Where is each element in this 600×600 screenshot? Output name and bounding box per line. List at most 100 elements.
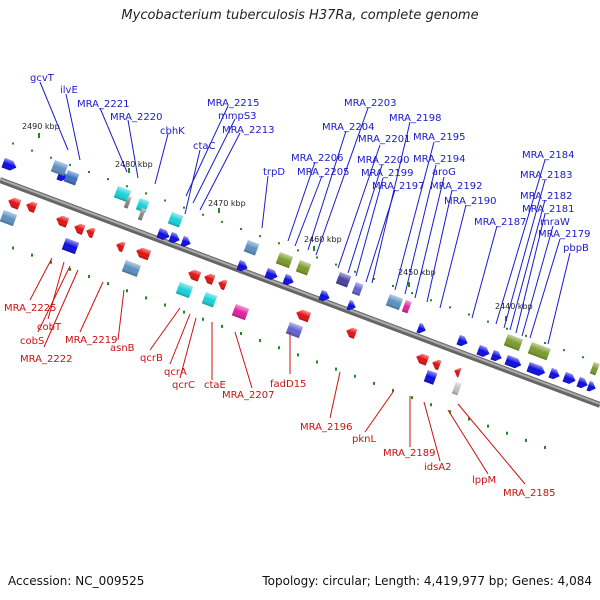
gene-arrow xyxy=(432,359,442,371)
gene-label-MRA_2185: MRA_2185 xyxy=(503,488,555,499)
ruler-tick xyxy=(525,334,527,337)
ruler-tick xyxy=(202,213,204,216)
ruler-tick xyxy=(145,296,147,300)
gene-arrow xyxy=(236,260,248,272)
ruler-label-2450: 2450 kbp xyxy=(398,268,436,277)
gene-arrow xyxy=(576,377,588,389)
ruler-tick xyxy=(50,260,52,264)
gene-label-MRA_2183: MRA_2183 xyxy=(520,170,572,181)
ruler-tick xyxy=(145,192,147,195)
gene-box xyxy=(121,260,141,277)
ruler-major-tick xyxy=(128,168,130,173)
ruler-tick xyxy=(164,199,166,202)
reverse-label-leaders xyxy=(29,257,526,485)
gene-label-MRA_2213: MRA_2213 xyxy=(222,125,274,136)
gene-label-MRA_2215: MRA_2215 xyxy=(207,98,259,109)
gene-arrow xyxy=(562,372,576,384)
ruler-tick xyxy=(50,156,52,159)
gene-label-cobS: cobS xyxy=(20,336,44,347)
gene-box xyxy=(231,304,250,321)
gene-box xyxy=(201,292,218,308)
gene-box xyxy=(503,334,523,351)
gene-label-MRA_2199: MRA_2199 xyxy=(361,168,413,179)
gene-label-MRA_2206: MRA_2206 xyxy=(291,153,343,164)
gene-box xyxy=(285,322,304,339)
ruler-tick xyxy=(88,171,90,173)
gene-label-MRA_2201: MRA_2201 xyxy=(358,134,410,145)
ruler-tick xyxy=(259,339,261,343)
accession-label: Accession: NC_009525 xyxy=(8,574,145,588)
ruler-tick xyxy=(487,424,489,428)
gene-box xyxy=(123,196,132,209)
ruler-tick xyxy=(107,178,109,181)
gene-arrow xyxy=(136,247,152,261)
ruler-label-2440: 2440 kbp xyxy=(495,302,533,311)
gene-arrow xyxy=(74,223,86,235)
ruler-major-tick xyxy=(38,133,40,138)
gene-label-qcrA: qcrA xyxy=(164,367,187,378)
gene-box xyxy=(295,260,312,276)
ruler-tick xyxy=(373,381,375,385)
gene-box xyxy=(63,170,80,186)
gene-box xyxy=(167,212,184,228)
ruler-tick xyxy=(544,446,546,449)
ruler-tick xyxy=(411,396,413,400)
ruler-tick xyxy=(69,267,71,271)
gene-arrow xyxy=(26,201,38,213)
gene-label-MRA_2182: MRA_2182 xyxy=(520,191,572,202)
ruler-tick xyxy=(107,282,109,286)
ruler-tick xyxy=(487,320,489,323)
gene-label-MRA_2190: MRA_2190 xyxy=(444,196,496,207)
gene-box xyxy=(135,198,150,213)
gene-label-mraW: mraW xyxy=(540,217,570,228)
gene-arrow xyxy=(218,279,228,291)
ruler-tick xyxy=(297,353,299,357)
gene-label-MRA_2189: MRA_2189 xyxy=(383,448,435,459)
ruler-ticks xyxy=(12,133,584,449)
ruler-tick xyxy=(411,292,413,295)
ruler-tick xyxy=(506,327,508,330)
gene-label-MRA_2221: MRA_2221 xyxy=(77,99,129,110)
gene-label-MRA_2225: MRA_2225 xyxy=(4,303,56,314)
gene-box xyxy=(50,160,69,177)
gene-box xyxy=(589,362,600,376)
ruler-tick xyxy=(316,256,318,259)
ruler-tick xyxy=(183,206,185,209)
ruler-tick xyxy=(392,285,394,287)
gene-label-MRA_2207: MRA_2207 xyxy=(222,390,274,401)
ruler-tick xyxy=(221,220,223,223)
ruler-tick xyxy=(31,149,33,152)
gene-arrow xyxy=(282,274,294,286)
gene-arrow xyxy=(548,368,560,380)
gene-label-trpD: trpD xyxy=(263,167,285,178)
gene-box xyxy=(137,208,146,221)
ruler-tick xyxy=(69,163,71,166)
gene-arrow xyxy=(526,362,546,376)
map-title: Mycobacterium tuberculosis H37Ra, comple… xyxy=(121,8,479,23)
gene-label-MRA_2179: MRA_2179 xyxy=(538,229,590,240)
gene-box xyxy=(275,252,294,269)
ruler-tick xyxy=(449,306,451,309)
ruler-major-tick xyxy=(218,208,220,213)
gene-arrow xyxy=(318,290,330,302)
gene-arrow xyxy=(8,197,22,210)
gene-label-cbhK: cbhK xyxy=(160,126,185,137)
ruler-tick xyxy=(202,317,204,321)
gene-arrow xyxy=(56,215,70,228)
ruler-tick xyxy=(278,242,280,245)
ruler-tick xyxy=(335,367,337,371)
gene-arrow xyxy=(168,232,180,244)
gene-label-qcrC: qcrC xyxy=(172,380,195,391)
ruler-tick xyxy=(316,360,318,364)
gene-label-asnB: asnB xyxy=(110,343,135,354)
ruler-tick xyxy=(297,249,299,252)
gene-label-MRA_2203: MRA_2203 xyxy=(344,98,396,109)
ruler-tick xyxy=(126,289,128,293)
gene-label-gcvT: gcvT xyxy=(30,73,55,84)
gene-arrow xyxy=(346,327,358,339)
gene-arrow xyxy=(296,309,312,323)
gene-box xyxy=(527,342,551,361)
gene-label-cobT: cobT xyxy=(37,322,62,333)
ruler-label-2490: 2490 kbp xyxy=(22,122,60,131)
